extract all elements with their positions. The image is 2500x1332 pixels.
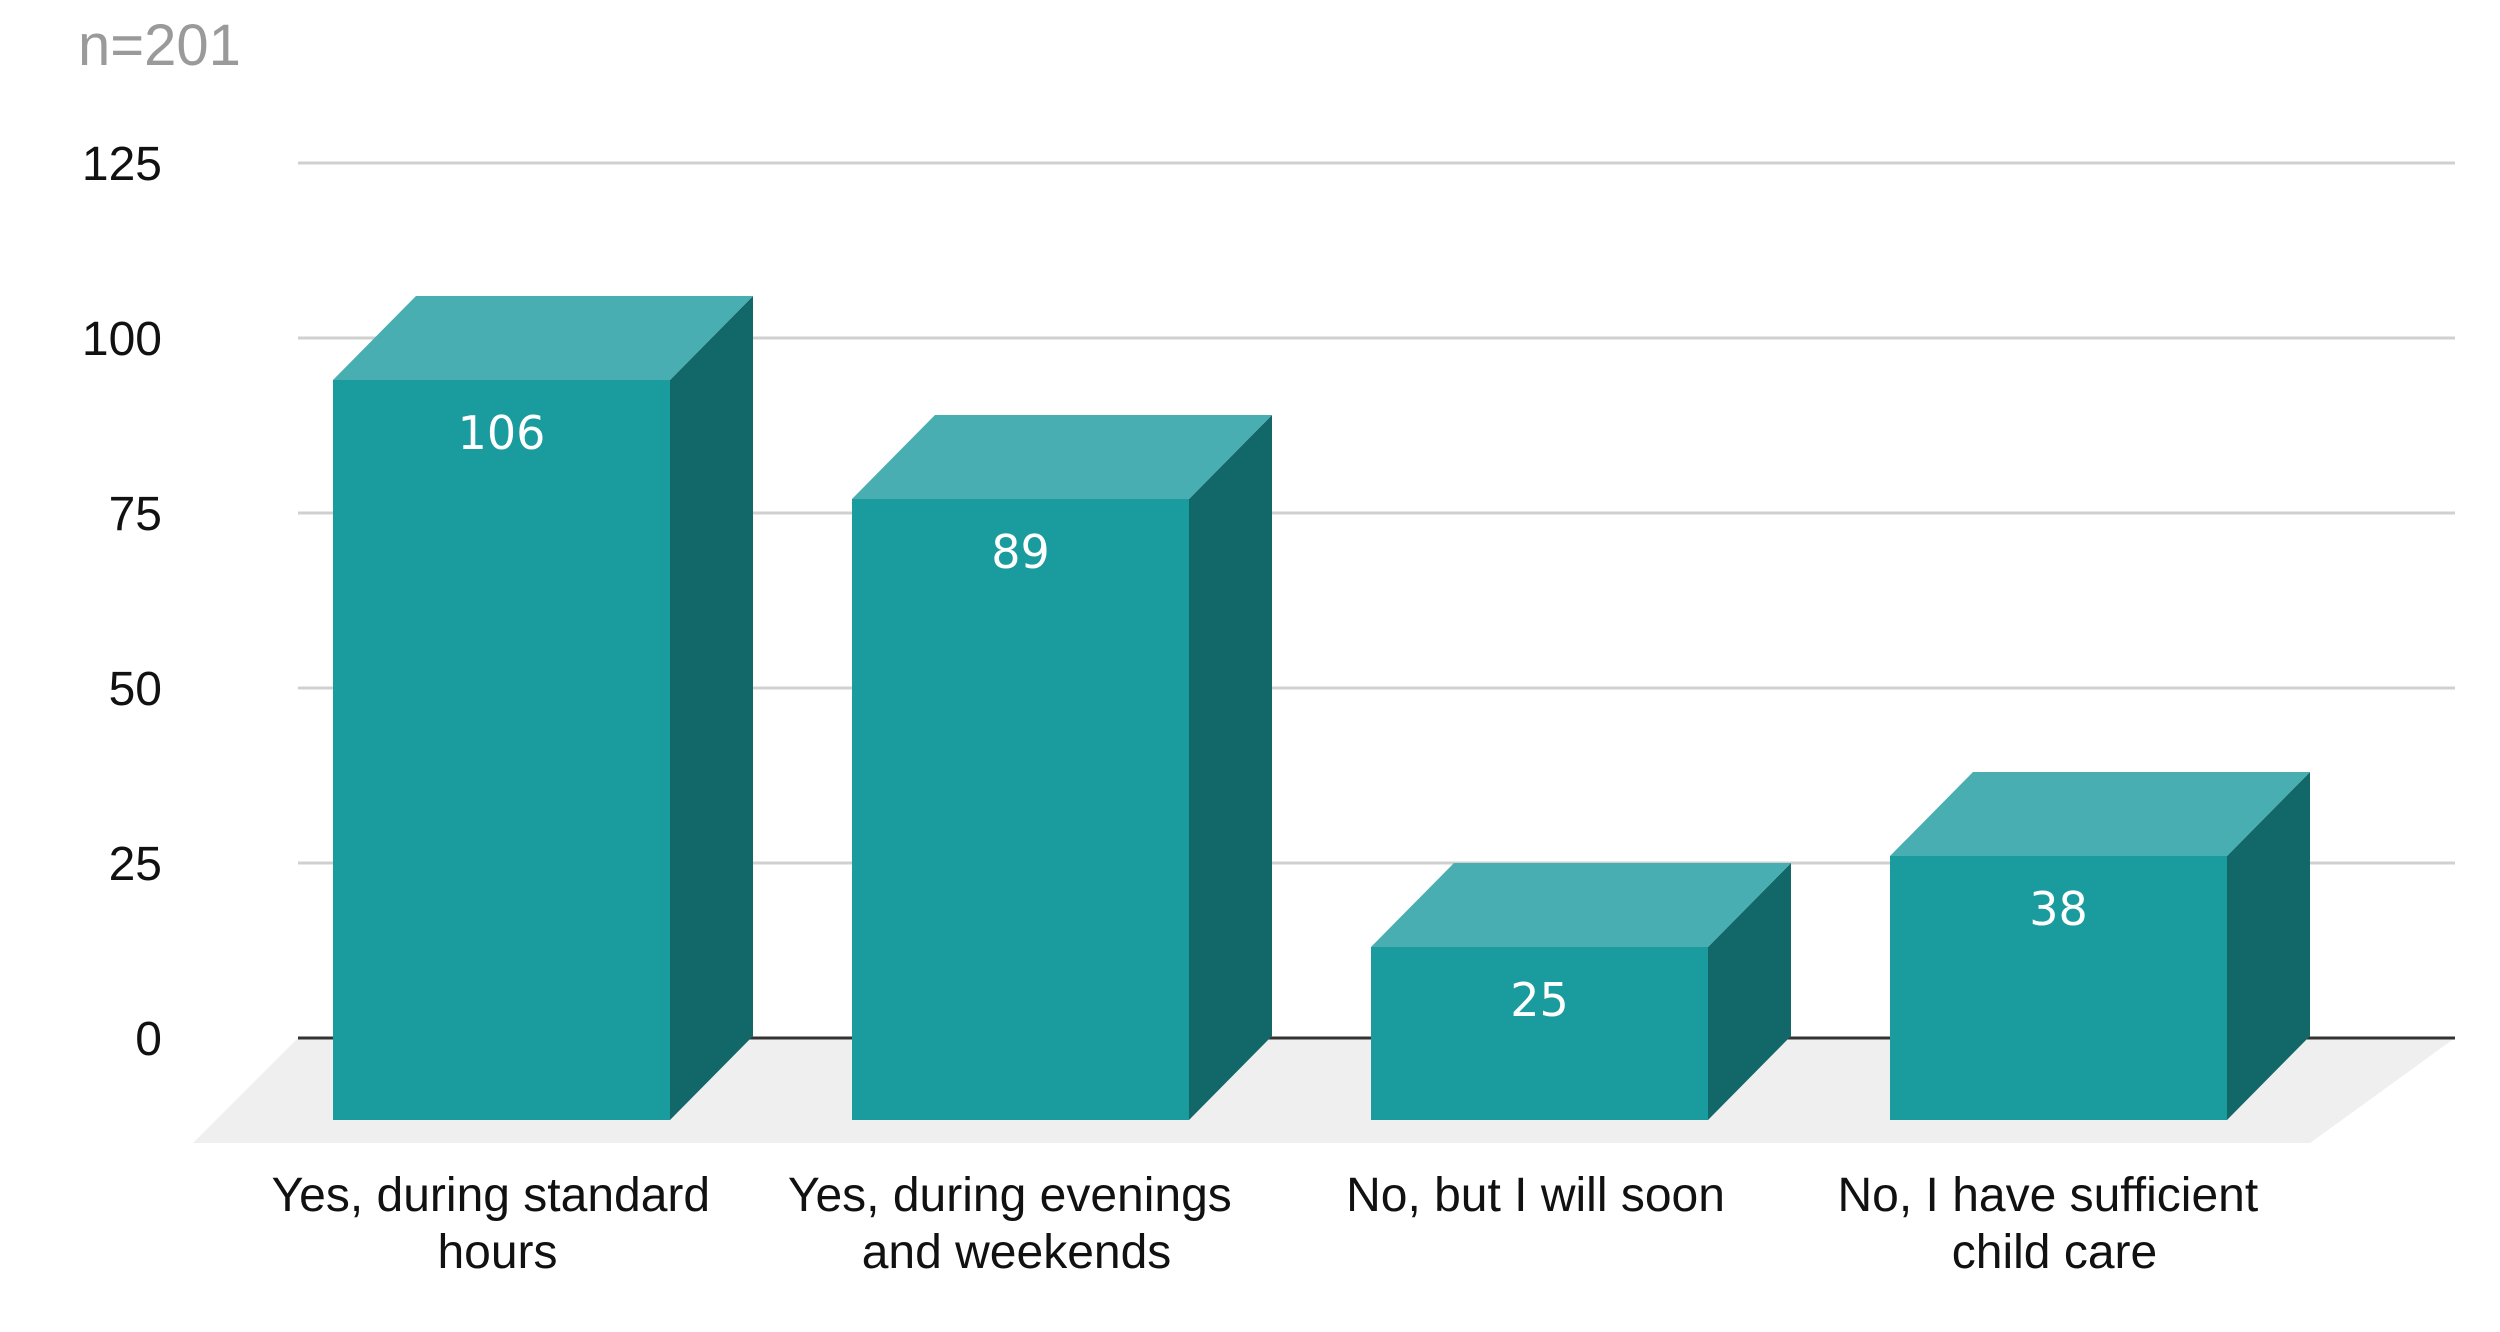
data-label: 38	[2029, 882, 2088, 936]
y-tick-label: 0	[135, 1013, 162, 1066]
bar-side-face	[2227, 772, 2310, 1120]
bar-side-face	[670, 296, 753, 1120]
category-label: No, but I will soon	[1346, 1169, 1725, 1222]
data-labels: 106 89 25 38	[458, 406, 2088, 1027]
y-tick-label: 25	[109, 838, 162, 891]
bar	[333, 296, 753, 1120]
sample-size-label: n=201	[78, 13, 241, 78]
bar-front-face	[333, 380, 670, 1120]
category-label: Yes, during evenings and weekends	[788, 1169, 1245, 1279]
bars	[333, 296, 2310, 1120]
data-label: 89	[991, 525, 1050, 579]
y-tick-label: 50	[109, 663, 162, 716]
bar-front-face	[1890, 856, 2227, 1120]
category-label: Yes, during standard hours	[272, 1169, 724, 1279]
bar-top-face	[1890, 772, 2310, 856]
bar	[852, 415, 1272, 1120]
bar-top-face	[852, 415, 1272, 499]
bar-side-face	[1189, 415, 1272, 1120]
data-label: 25	[1510, 973, 1569, 1027]
bar-top-face	[333, 296, 753, 380]
bar	[1371, 863, 1791, 1120]
y-tick-label: 125	[82, 138, 162, 191]
bar-top-face	[1371, 863, 1791, 947]
bar-front-face	[852, 499, 1189, 1120]
x-axis: Yes, during standard hours Yes, during e…	[272, 1169, 2271, 1279]
y-axis: 0 25 50 75 100 125	[82, 138, 162, 1066]
y-tick-label: 100	[82, 313, 162, 366]
category-label: No, I have sufficient child care	[1837, 1169, 2271, 1279]
bar-front-face	[1371, 947, 1708, 1120]
bar-side-face	[1708, 863, 1791, 1120]
y-tick-label: 75	[109, 488, 162, 541]
chart-floor	[193, 1038, 2455, 1143]
bar	[1890, 772, 2310, 1120]
data-label: 106	[458, 406, 546, 460]
